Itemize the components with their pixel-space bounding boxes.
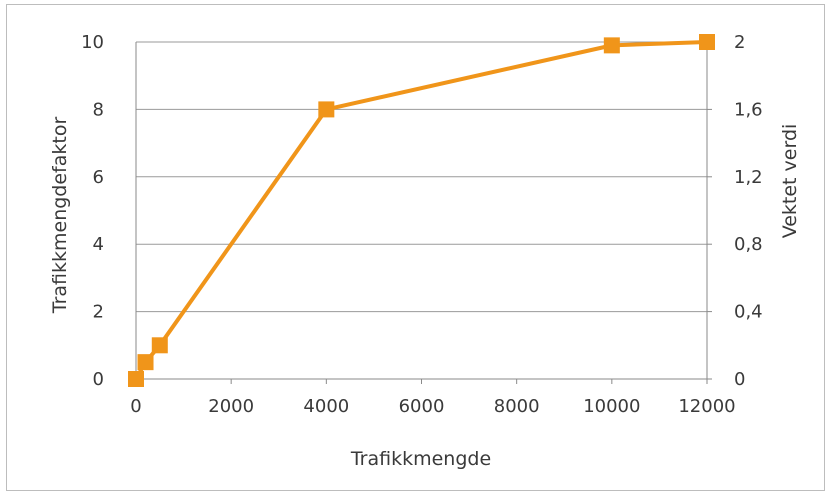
x-tick-label: 6000 [399,396,445,417]
x-tick-label: 10000 [583,396,640,417]
y2-tick-label: 1,6 [734,99,763,120]
series-layer [128,34,715,387]
y-tick-label: 2 [93,302,104,323]
x-tick-label: 0 [130,396,141,417]
y-axis-title: Trafikkmengdefaktor [49,117,71,315]
gridlines [136,41,707,313]
y2-tick-label: 0 [734,369,745,390]
y-tick-label: 6 [93,167,104,188]
data-point-marker [151,337,168,354]
y-tick-label: 0 [93,369,104,390]
y2-tick-label: 2 [734,32,745,53]
y2-tick-label: 0,8 [734,234,763,255]
data-point-marker [699,34,715,50]
y2-axis-title: Vektet verdi [779,124,801,239]
y-tick-label: 4 [93,234,104,255]
x-tick-label: 8000 [494,396,540,417]
y2-tick-label: 0,4 [734,302,763,323]
y2-tick-label: 1,2 [734,167,763,188]
series-line [134,40,708,380]
x-tick-label: 2000 [208,396,254,417]
y-tick-label: 8 [93,99,104,120]
data-point-marker [318,101,335,118]
chart-frame: 0 0 2 0,4 4 0,8 6 1,2 8 1,6 10 2 0 2000 4000 6000 8000 10… [6,4,825,491]
x-tick-label: 12000 [678,396,735,417]
data-point-marker [603,37,620,54]
data-point-marker [128,371,144,387]
x-tick-label: 4000 [303,396,349,417]
axes [135,41,712,384]
y-tick-label: 10 [81,32,104,53]
x-axis-title: Trafikkmengde [350,448,491,470]
tick-labels: 0 0 2 0,4 4 0,8 6 1,2 8 1,6 10 2 0 2000 4000 6000 8000 10… [81,32,763,417]
line-chart: 0 0 2 0,4 4 0,8 6 1,2 8 1,6 10 2 0 2000 4000 6000 8000 10… [49,32,801,470]
data-point-marker [137,354,154,371]
